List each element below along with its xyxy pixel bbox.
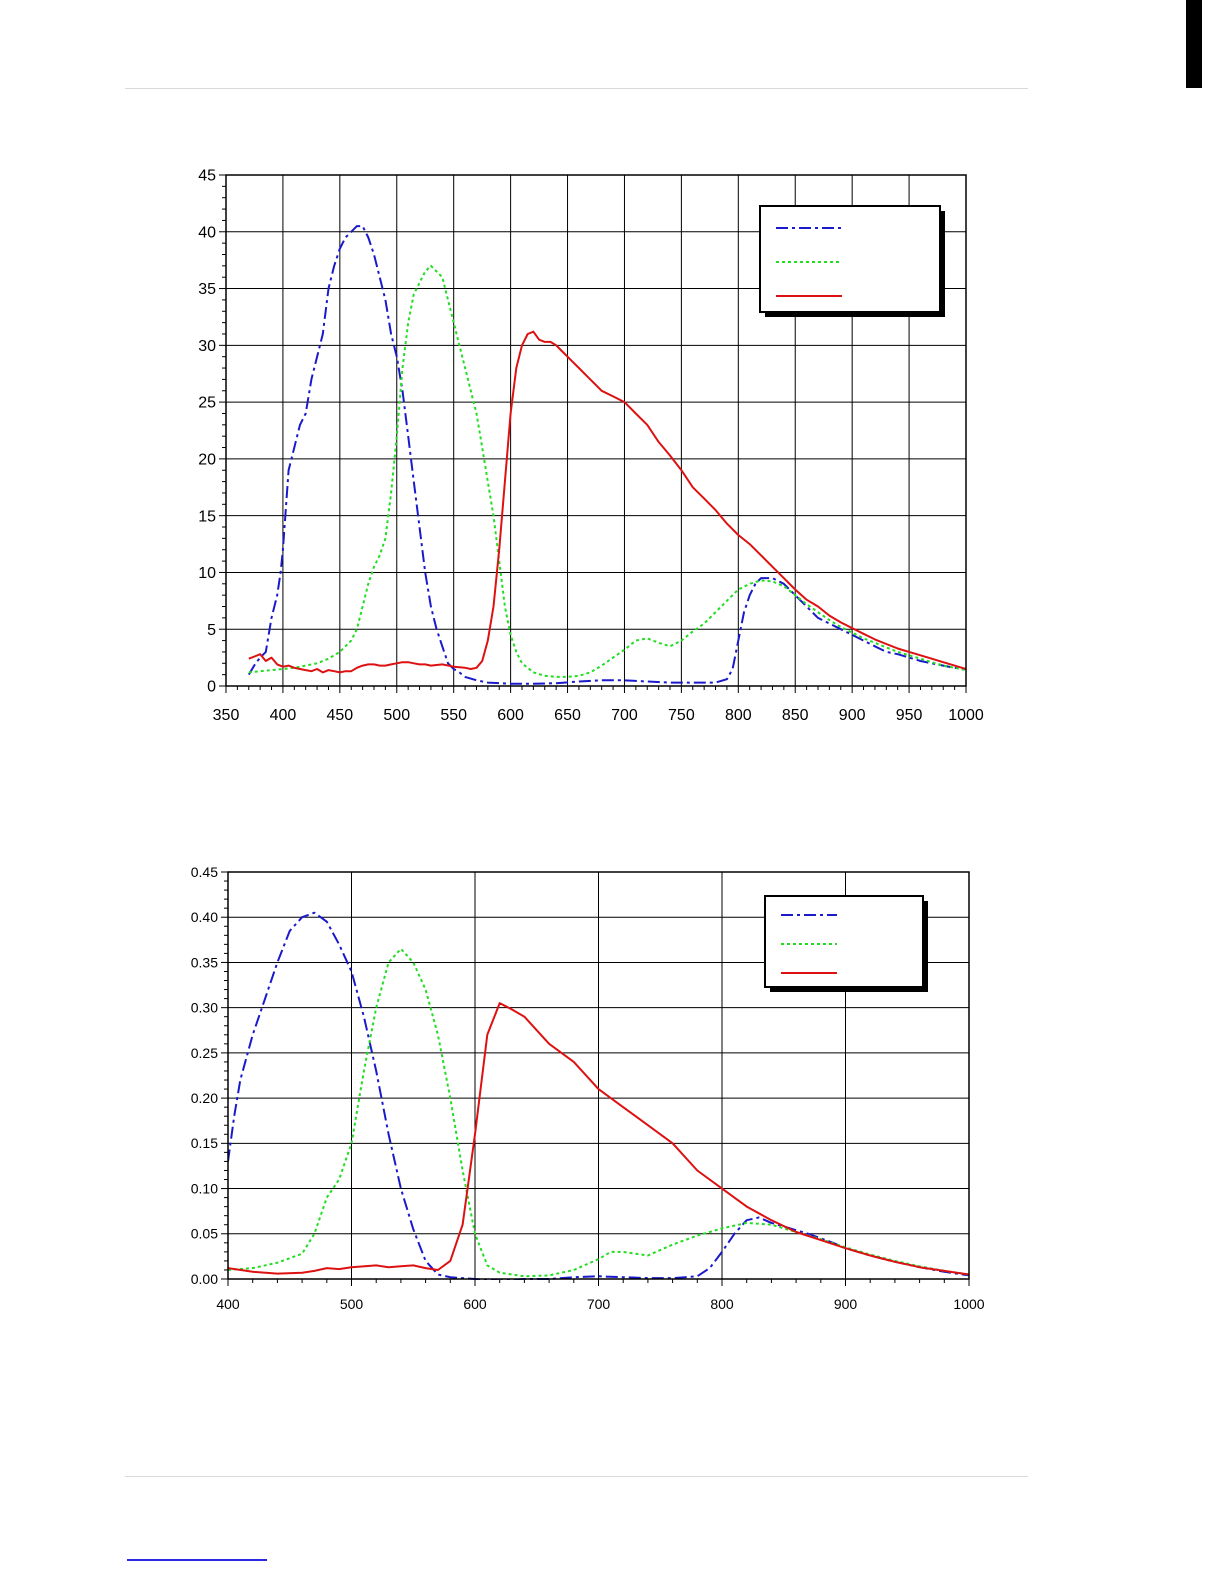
bottom-series-3-line <box>228 1002 969 1276</box>
bottom-y-tick-label: 0.40 <box>191 909 218 925</box>
top-x-tick-label: 900 <box>839 707 866 724</box>
bottom-series-1-line <box>228 911 969 1280</box>
bottom-y-tick-label: 0.10 <box>191 1180 218 1196</box>
footer-rule <box>125 1476 1028 1477</box>
top-x-tick-label: 800 <box>725 707 752 724</box>
top-x-tick-label: 550 <box>440 707 467 724</box>
top-plot-frame <box>225 174 967 687</box>
top-x-tick-label: 950 <box>896 707 923 724</box>
top-y-tick-label: 25 <box>198 395 216 412</box>
top-y-tick-label: 10 <box>198 565 216 582</box>
bottom-x-tick-label: 600 <box>463 1296 487 1312</box>
bottom-y-tick-label: 0.00 <box>191 1271 218 1287</box>
top-x-tick-label: 400 <box>270 707 297 724</box>
top-series-2-line <box>248 264 966 678</box>
top-y-tick-label: 40 <box>198 224 216 241</box>
top-x-tick-label: 450 <box>326 707 353 724</box>
bottom-plot-frame <box>227 871 970 1280</box>
bottom-x-tick-label: 1000 <box>953 1296 984 1312</box>
top-y-tick-label: 5 <box>207 622 216 639</box>
top-y-tick-label: 15 <box>198 508 216 525</box>
top-y-tick-label: 35 <box>198 281 216 298</box>
top-legend-box <box>759 205 941 313</box>
top-x-tick-label: 700 <box>611 707 638 724</box>
bottom-x-tick-label: 800 <box>710 1296 734 1312</box>
top-y-tick-label: 0 <box>207 679 216 696</box>
spectral-chart-bottom: 400 500 600 700 800 900 1000 0.00 0.05 0.10 0.15 0.… <box>191 864 985 1312</box>
page-edge-tab <box>1186 0 1202 88</box>
footer-link-underline <box>127 1559 267 1561</box>
bottom-y-tick-label: 0.35 <box>191 954 218 970</box>
bottom-y-tick-label: 0.30 <box>191 1000 218 1016</box>
bottom-x-tick-label: 400 <box>216 1296 240 1312</box>
header-rule <box>125 88 1028 89</box>
bottom-x-tick-label: 500 <box>340 1296 364 1312</box>
top-y-tick-label: 45 <box>198 168 216 185</box>
bottom-x-tick-label: 900 <box>834 1296 858 1312</box>
bottom-legend-box <box>764 895 924 988</box>
top-x-tick-label: 750 <box>668 707 695 724</box>
top-y-tick-label: 20 <box>198 451 216 468</box>
top-x-tick-label: 350 <box>213 707 240 724</box>
spectral-chart-top: 350 400 450 500 550 600 650 700 750 800 850 900 950 1… <box>198 168 984 724</box>
bottom-y-tick-label: 0.45 <box>191 864 218 880</box>
top-x-tick-label: 850 <box>782 707 809 724</box>
bottom-x-tick-label: 700 <box>587 1296 611 1312</box>
top-x-tick-label: 600 <box>497 707 524 724</box>
top-series-3-line <box>248 330 966 674</box>
bottom-y-tick-label: 0.20 <box>191 1090 218 1106</box>
top-series-1-line <box>247 225 966 685</box>
bottom-y-tick-label: 0.25 <box>191 1045 218 1061</box>
top-x-tick-label: 1000 <box>948 707 984 724</box>
bottom-y-tick-label: 0.15 <box>191 1135 218 1151</box>
top-y-tick-label: 30 <box>198 338 216 355</box>
bottom-y-tick-label: 0.05 <box>191 1226 218 1242</box>
top-x-tick-label: 500 <box>383 707 410 724</box>
top-x-tick-label: 650 <box>554 707 581 724</box>
